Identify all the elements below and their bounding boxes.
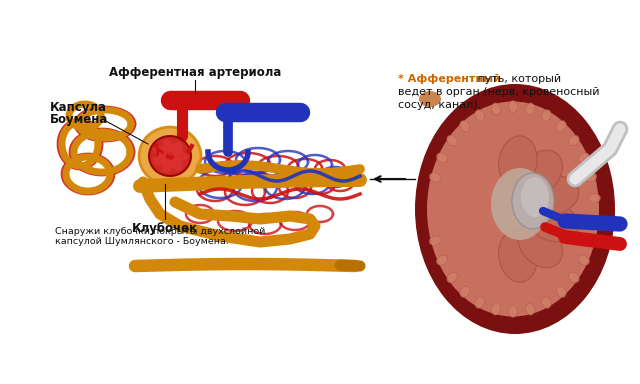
Ellipse shape xyxy=(541,109,551,121)
Ellipse shape xyxy=(162,159,172,172)
Ellipse shape xyxy=(556,121,566,132)
Ellipse shape xyxy=(436,153,447,163)
Ellipse shape xyxy=(475,297,484,308)
Ellipse shape xyxy=(171,158,182,170)
Ellipse shape xyxy=(139,127,201,185)
Ellipse shape xyxy=(512,173,554,229)
Ellipse shape xyxy=(419,91,441,107)
Ellipse shape xyxy=(525,303,534,315)
Ellipse shape xyxy=(528,176,579,215)
Ellipse shape xyxy=(556,286,566,298)
Ellipse shape xyxy=(509,306,518,318)
Text: капсулой Шумлянского - Боумена.: капсулой Шумлянского - Боумена. xyxy=(55,237,229,246)
Ellipse shape xyxy=(460,121,470,132)
Ellipse shape xyxy=(499,136,537,187)
Ellipse shape xyxy=(460,286,470,298)
Ellipse shape xyxy=(154,146,167,157)
Ellipse shape xyxy=(492,303,500,315)
Text: сосуд, канал).: сосуд, канал). xyxy=(398,100,481,110)
Ellipse shape xyxy=(518,222,563,268)
Ellipse shape xyxy=(518,150,563,197)
Text: Капсула: Капсула xyxy=(50,101,107,114)
Ellipse shape xyxy=(589,194,600,203)
Text: * Афферентный: * Афферентный xyxy=(398,74,501,84)
Ellipse shape xyxy=(585,173,597,182)
Ellipse shape xyxy=(568,272,579,283)
Text: путь, который: путь, который xyxy=(474,74,561,84)
Ellipse shape xyxy=(528,203,579,242)
Ellipse shape xyxy=(149,136,191,176)
Ellipse shape xyxy=(525,103,534,115)
Ellipse shape xyxy=(429,236,441,245)
Text: Боумена: Боумена xyxy=(50,113,108,126)
Text: Афферентная артериола: Афферентная артериола xyxy=(109,66,281,79)
Ellipse shape xyxy=(568,135,579,146)
Ellipse shape xyxy=(436,255,447,265)
Ellipse shape xyxy=(163,139,173,153)
Ellipse shape xyxy=(589,215,600,224)
Ellipse shape xyxy=(415,84,615,334)
Ellipse shape xyxy=(585,236,597,245)
Ellipse shape xyxy=(475,109,484,121)
Ellipse shape xyxy=(579,255,589,265)
Ellipse shape xyxy=(579,153,589,163)
Ellipse shape xyxy=(447,272,458,283)
Ellipse shape xyxy=(447,135,458,146)
Ellipse shape xyxy=(174,151,188,161)
Ellipse shape xyxy=(509,101,518,113)
Ellipse shape xyxy=(499,230,537,282)
Ellipse shape xyxy=(429,173,441,182)
Ellipse shape xyxy=(541,297,551,308)
Text: Клубочек: Клубочек xyxy=(132,222,198,235)
Ellipse shape xyxy=(521,177,549,217)
Text: ведет в орган (нерв, кровеносный: ведет в орган (нерв, кровеносный xyxy=(398,87,600,97)
Ellipse shape xyxy=(491,168,549,240)
Text: Снаружи клубочки покрыты двухслойной: Снаружи клубочки покрыты двухслойной xyxy=(55,227,266,236)
Ellipse shape xyxy=(427,101,599,316)
Ellipse shape xyxy=(492,103,500,115)
Ellipse shape xyxy=(153,155,166,166)
Ellipse shape xyxy=(171,142,183,154)
